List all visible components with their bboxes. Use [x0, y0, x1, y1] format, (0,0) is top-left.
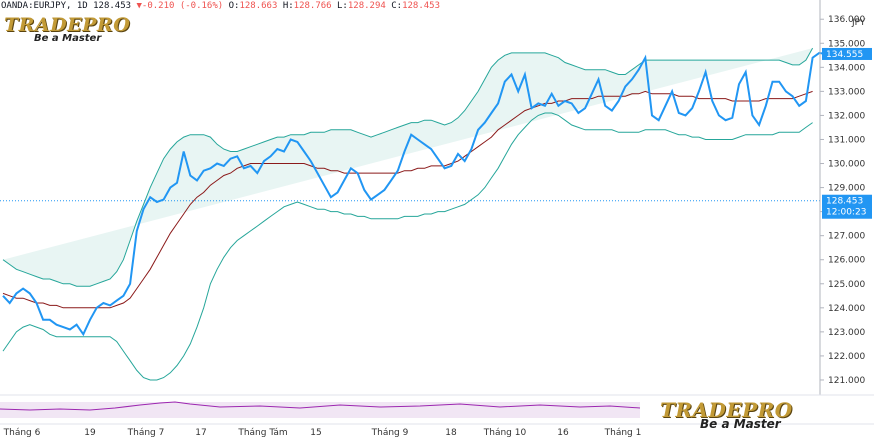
open-label: O:: [228, 1, 240, 11]
price-tick-label: 126.000: [828, 256, 865, 266]
current-price-label: 128.453: [826, 197, 863, 207]
time-tick-label: Tháng Tám: [237, 428, 287, 438]
change-down-icon: ▼: [136, 1, 142, 11]
price-axis[interactable]: 121.000 122.000 123.000 124.000 125.000 126.0…: [820, 15, 865, 386]
tradepro-logo-bottom: TRADEPRO: [660, 398, 793, 422]
last-price-tag: 134.555: [822, 47, 872, 60]
low-value: 128.294: [347, 1, 386, 11]
last-price-label: 134.555: [826, 50, 863, 60]
time-tick-label: 19: [84, 428, 96, 438]
tradepro-logo-top: TRADEPRO: [4, 14, 131, 36]
price-tick-label: 134.000: [828, 63, 865, 73]
price-tick-label: 131.000: [828, 135, 865, 145]
symbol-header: OANDA:EURJPY, 1D 128.453 ▼-0.210 (-0.16%…: [1, 1, 440, 11]
symbol-name: OANDA:EURJPY, 1D: [1, 1, 88, 11]
tradepro-tagline-bottom: Be a Master: [700, 417, 781, 431]
open-value: 128.663: [239, 1, 278, 11]
price-tick-label: 135.000: [828, 39, 865, 49]
price-tick-label: 127.000: [828, 232, 865, 242]
price-tick-label: 123.000: [828, 328, 865, 338]
basis-line: [2, 90, 813, 309]
high-value: 128.766: [293, 1, 332, 11]
low-label: L:: [337, 1, 348, 11]
price-tick-label: 122.000: [828, 352, 865, 362]
bollinger-band-fill: [3, 48, 813, 287]
time-axis[interactable]: Tháng 6 19 Tháng 7 17 Tháng Tám 15 Tháng 9 18 Th…: [3, 428, 642, 438]
last-price: 128.453: [93, 1, 132, 11]
time-tick-label: Tháng 1: [604, 428, 642, 438]
close-value: 128.453: [402, 1, 440, 11]
price-tick-label: 124.000: [828, 304, 865, 314]
price-tick-label: 132.000: [828, 111, 865, 121]
time-tick-label: Tháng 10: [483, 428, 527, 438]
price-tick-label: 129.000: [828, 184, 865, 194]
oscillator-line: [0, 401, 641, 411]
tradepro-tagline-top: Be a Master: [34, 33, 102, 44]
currency-label: JPY: [851, 18, 866, 28]
price-tick-label: 121.000: [828, 376, 865, 386]
lower-band-line: [2, 112, 813, 381]
time-tick-label: 18: [445, 428, 457, 438]
price-tick-label: 136.000: [828, 15, 865, 25]
close-label: C:: [391, 1, 403, 11]
countdown-label: 12:00:23: [826, 208, 866, 218]
price-change: -0.210 (-0.16%): [141, 1, 224, 11]
high-label: H:: [282, 1, 294, 11]
time-tick-label: 17: [195, 428, 206, 438]
time-tick-label: Tháng 6: [3, 428, 41, 438]
current-price-tag: 128.453 12:00:23: [822, 194, 872, 219]
price-tick-label: 133.000: [828, 87, 865, 97]
price-line: [2, 51, 827, 337]
time-tick-label: Tháng 9: [371, 428, 409, 438]
price-tick-label: 130.000: [828, 160, 865, 170]
price-tick-label: 125.000: [828, 280, 865, 290]
time-tick-label: 16: [557, 428, 569, 438]
time-tick-label: Tháng 7: [127, 428, 165, 438]
time-tick-label: 15: [310, 428, 321, 438]
upper-band-line: [2, 47, 814, 287]
